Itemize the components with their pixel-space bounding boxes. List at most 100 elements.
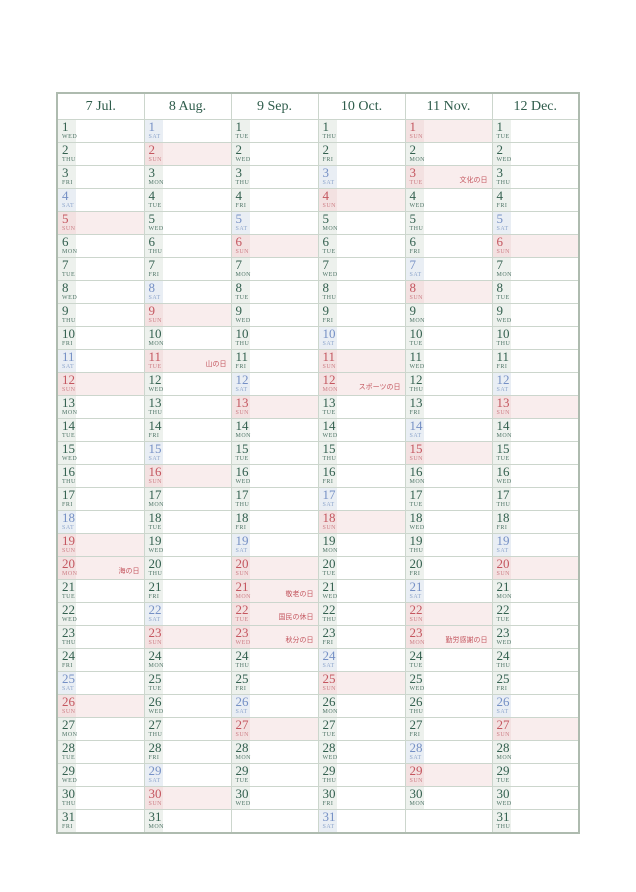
day-cell: 28 MON (230, 740, 319, 764)
day-cell: 13 SUN (230, 395, 319, 419)
day-cell: 2 SUN (143, 142, 232, 166)
day-highlight-strip (232, 419, 250, 441)
day-highlight-strip (145, 488, 163, 510)
day-number: 13 (496, 395, 510, 410)
day-number: 6 (322, 234, 330, 249)
day-cell: 24 MON (143, 648, 232, 672)
day-number: 25 (235, 671, 249, 686)
day-cell: 23 WED (491, 625, 580, 649)
day-cell: 9 THU (56, 303, 145, 327)
day-highlight-strip (493, 787, 511, 809)
weekday-label: SAT (409, 594, 422, 600)
day-number: 20 (409, 556, 423, 571)
day-cell: 3 THU (491, 165, 580, 189)
day-highlight-strip (145, 143, 163, 165)
day-cell: 28 FRI (143, 740, 232, 764)
weekday-label: FRI (496, 203, 508, 209)
day-row: 12 SUN 12 WED 12 SAT 12 MON スポーツの日 12 THU 12 SAT (56, 372, 580, 396)
day-cell: 22 TUE (491, 602, 580, 626)
weekday-label: THU (148, 249, 163, 255)
day-cell: 27 FRI (404, 717, 493, 741)
day-highlight-strip (232, 695, 250, 717)
day-row: 16 THU 16 SUN 16 WED 16 FRI 16 MON 16 WED (56, 464, 580, 488)
day-cell: 1 SUN (404, 119, 493, 143)
day-number: 16 (235, 464, 249, 479)
day-highlight-strip (232, 488, 250, 510)
day-highlight-strip (145, 327, 163, 349)
day-cell: 7 TUE (56, 257, 145, 281)
weekday-label: WED (62, 617, 78, 623)
day-cell: 15 THU (317, 441, 406, 465)
day-cell: 27 MON (56, 717, 145, 741)
day-cell: 20 FRI (404, 556, 493, 580)
day-highlight-strip (232, 603, 250, 625)
day-cell: 18 SUN (317, 510, 406, 534)
day-cell: 12 WED (143, 372, 232, 396)
day-cell: 22 WED (56, 602, 145, 626)
day-highlight-strip (58, 465, 76, 487)
weekday-label: MON (235, 272, 252, 278)
weekday-label: SAT (409, 272, 422, 278)
day-highlight-strip (58, 741, 76, 763)
day-highlight-strip (145, 764, 163, 786)
day-number: 27 (409, 717, 423, 732)
day-highlight-strip (406, 143, 424, 165)
day-highlight-strip (58, 304, 76, 326)
day-number: 2 (496, 142, 504, 157)
day-number: 25 (148, 671, 162, 686)
day-number: 4 (409, 188, 417, 203)
day-number: 31 (496, 809, 510, 824)
day-number: 28 (148, 740, 162, 755)
day-highlight-strip (319, 304, 337, 326)
day-row: 31 FRI 31 MON 31 SAT 31 THU (56, 809, 580, 834)
day-cell: 26 SUN (56, 694, 145, 718)
day-highlight-strip (493, 626, 511, 648)
weekday-label: WED (62, 456, 78, 462)
weekday-label: TUE (322, 732, 336, 738)
weekday-label: MON (409, 640, 426, 646)
weekday-label: SUN (148, 318, 163, 324)
day-highlight-strip (319, 120, 337, 142)
day-number: 26 (322, 694, 336, 709)
day-number: 28 (409, 740, 423, 755)
day-cell: 27 TUE (317, 717, 406, 741)
day-number: 10 (496, 326, 510, 341)
day-cell: 23 WED 秋分の日 (230, 625, 319, 649)
weekday-label: SUN (496, 571, 511, 577)
day-number: 11 (235, 349, 249, 364)
day-cell: 2 MON (404, 142, 493, 166)
weekday-label: MON (148, 663, 165, 669)
day-number: 8 (496, 280, 504, 295)
day-cell: 22 TUE 国民の休日 (230, 602, 319, 626)
day-number: 21 (409, 579, 423, 594)
day-highlight-strip (145, 166, 163, 188)
month-header: 10 Oct. (317, 92, 406, 120)
weekday-label: FRI (496, 525, 508, 531)
day-number: 11 (62, 349, 75, 364)
day-highlight-strip (58, 511, 76, 533)
day-cell: 8 TUE (230, 280, 319, 304)
day-cell: 8 WED (56, 280, 145, 304)
day-highlight-strip (232, 557, 250, 579)
day-number: 18 (235, 510, 249, 525)
weekday-label: MON (235, 755, 252, 761)
day-number: 10 (148, 326, 162, 341)
day-number: 28 (322, 740, 336, 755)
weekday-label: SAT (322, 180, 335, 186)
weekday-label: SAT (409, 433, 422, 439)
day-highlight-strip (406, 419, 424, 441)
day-cell: 27 SUN (230, 717, 319, 741)
day-cell: 24 SAT (317, 648, 406, 672)
day-row: 15 WED 15 SAT 15 TUE 15 THU 15 SUN 15 TUE (56, 441, 580, 465)
day-number: 4 (496, 188, 504, 203)
day-number: 31 (322, 809, 336, 824)
weekday-label: TUE (496, 134, 510, 140)
day-cell: 10 THU (491, 326, 580, 350)
day-cell: 29 THU (317, 763, 406, 787)
weekday-label: SUN (322, 525, 337, 531)
day-row: 28 TUE 28 FRI 28 MON 28 WED 28 SAT 28 MON (56, 740, 580, 764)
weekday-label: FRI (62, 502, 73, 508)
weekday-label: FRI (496, 686, 508, 692)
day-number: 9 (148, 303, 156, 318)
day-row: 27 MON 27 THU 27 SUN 27 TUE 27 FRI 27 SUN (56, 717, 580, 741)
